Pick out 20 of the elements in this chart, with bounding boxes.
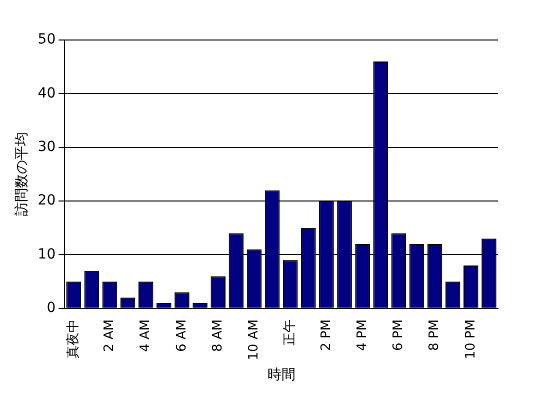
y-tick-label: 40 — [38, 85, 56, 102]
x-tick-label: 10 PM — [463, 319, 478, 360]
x-tick-label: 正午 — [282, 319, 298, 346]
x-tick-label: 8 PM — [427, 319, 442, 351]
x-tick-label: 2 PM — [318, 319, 334, 351]
y-tick-label: 20 — [38, 192, 56, 209]
x-tick-label: 4 AM — [138, 319, 154, 352]
x-tick-label: 6 AM — [174, 319, 190, 352]
x-tick-label: 10 AM — [246, 319, 262, 360]
x-tick-label: 4 PM — [354, 319, 370, 351]
x-tick-label: 8 AM — [210, 319, 226, 352]
y-tick-label: 0 — [46, 300, 56, 316]
y-tick-label: 10 — [38, 246, 56, 262]
x-tick-label: 2 AM — [102, 319, 118, 352]
x-tick-label: 真夜中 — [65, 319, 82, 358]
x-axis-title: 時間 — [267, 367, 296, 384]
x-tick-label: 6 PM — [391, 319, 406, 351]
y-axis-title: 訪問数の平均 — [14, 132, 30, 216]
y-tick-label: 50 — [38, 32, 56, 48]
y-tick-label: 30 — [38, 139, 56, 156]
